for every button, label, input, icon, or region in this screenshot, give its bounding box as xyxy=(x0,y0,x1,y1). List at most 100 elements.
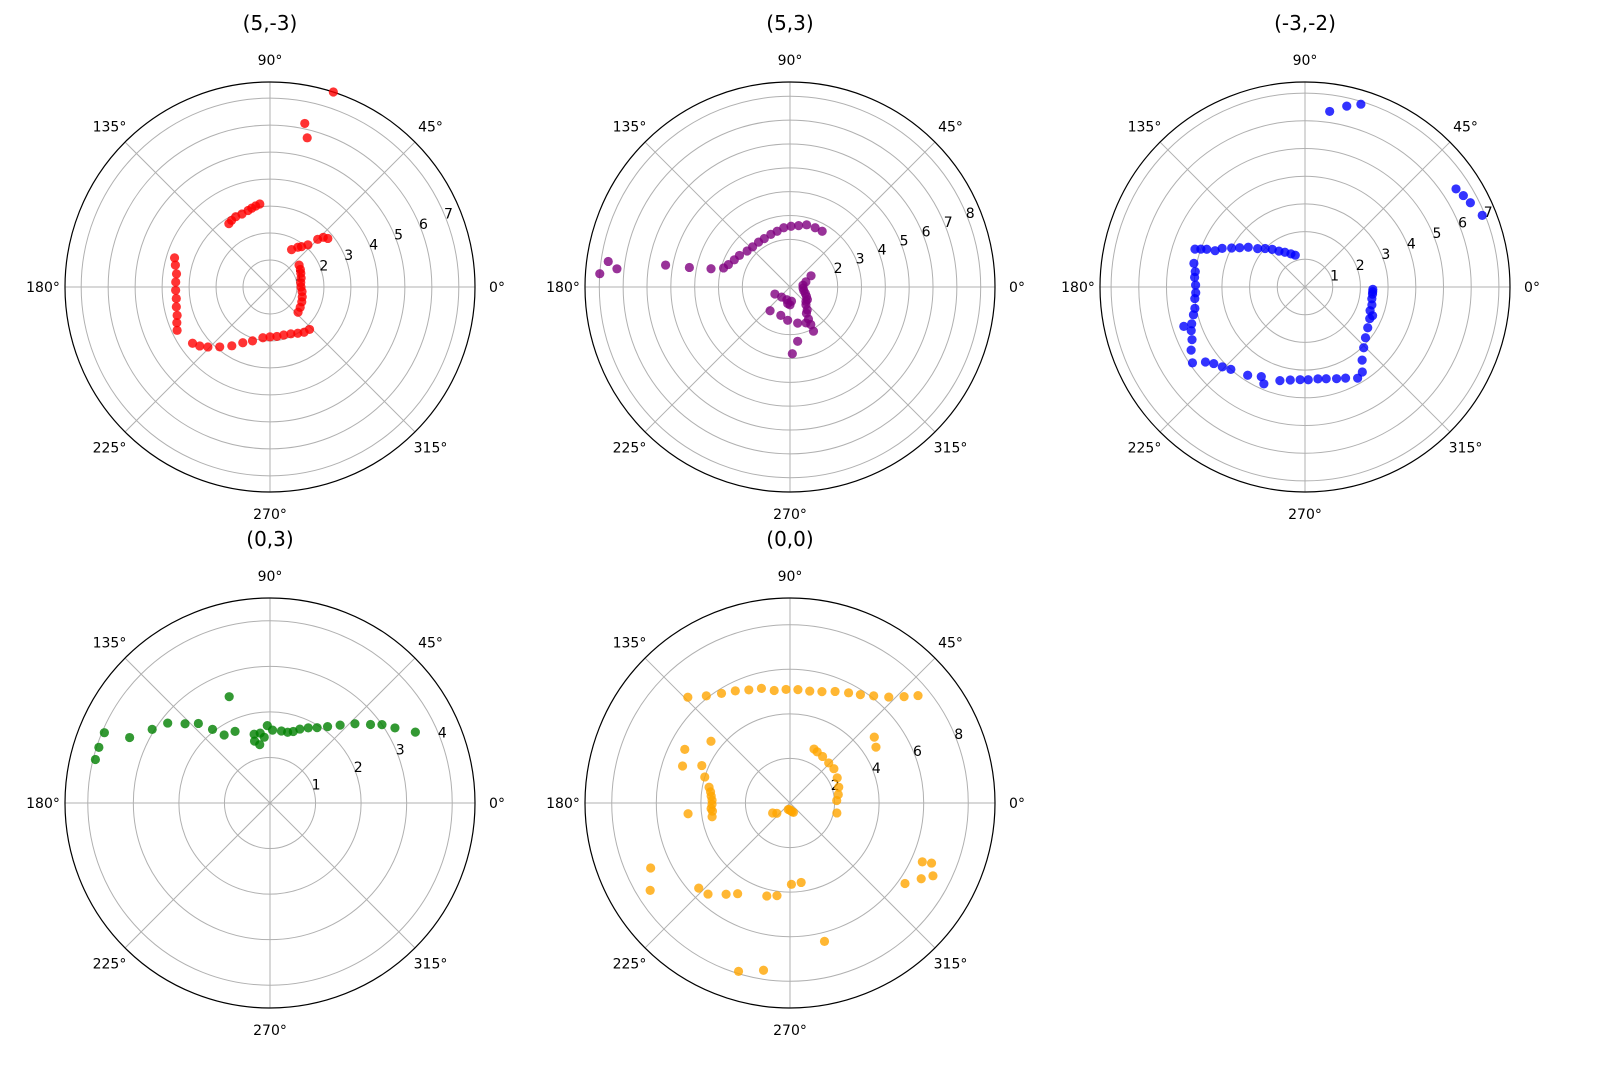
scatter-point xyxy=(832,808,842,818)
scatter-point xyxy=(783,315,793,325)
scatter-point xyxy=(1359,343,1369,353)
scatter-point xyxy=(1256,372,1266,382)
panel-title: (0,0) xyxy=(766,527,813,551)
scatter-point xyxy=(258,333,268,343)
scatter-point xyxy=(172,318,182,328)
scatter-point xyxy=(817,751,828,762)
scatter-point xyxy=(1188,310,1199,320)
scatter-point xyxy=(247,336,258,346)
scatter-series xyxy=(90,692,420,765)
scatter-point xyxy=(721,889,731,899)
scatter-point xyxy=(350,719,360,729)
scatter-point xyxy=(786,221,796,231)
scatter-point xyxy=(770,289,780,299)
scatter-point xyxy=(1458,190,1468,201)
angle-tick-label: 135° xyxy=(93,635,127,651)
panel-title: (-3,-2) xyxy=(1274,11,1336,35)
scatter-point xyxy=(1200,357,1211,367)
scatter-point xyxy=(759,233,769,244)
scatter-point xyxy=(707,812,717,822)
scatter-series xyxy=(645,683,938,976)
angular-gridline xyxy=(1159,141,1306,288)
scatter-point xyxy=(147,724,157,734)
scatter-point xyxy=(304,324,315,335)
angle-tick-label: 180° xyxy=(26,796,60,812)
angle-tick-label: 0° xyxy=(1524,280,1540,296)
angular-gridline xyxy=(789,802,936,949)
scatter-point xyxy=(322,721,333,732)
scatter-point xyxy=(716,688,727,698)
panel-title: (0,3) xyxy=(246,527,293,551)
radial-tick-label: 2 xyxy=(319,258,328,274)
angle-tick-label: 180° xyxy=(546,796,580,812)
polar-frame xyxy=(64,81,476,493)
scatter-point xyxy=(706,264,716,274)
scatter-point xyxy=(1217,243,1227,253)
radial-tick-label: 1 xyxy=(1330,268,1339,284)
radial-tick-label: 4 xyxy=(878,243,887,259)
scatter-point xyxy=(293,307,303,317)
scatter-point xyxy=(1186,345,1196,355)
polar-frame xyxy=(64,597,476,1009)
scatter-point xyxy=(1187,319,1197,329)
scatter-point xyxy=(172,310,182,320)
angle-tick-label: 315° xyxy=(414,441,448,457)
angular-gridline xyxy=(644,141,791,288)
angle-tick-label: 90° xyxy=(778,53,803,69)
scatter-point xyxy=(1243,242,1253,252)
scatter-point xyxy=(1321,374,1331,384)
scatter-point xyxy=(916,874,926,884)
scatter-point xyxy=(1209,358,1219,369)
scatter-point xyxy=(1226,364,1236,374)
scatter-point xyxy=(843,688,854,698)
scatter-point xyxy=(762,891,772,901)
angle-tick-label: 180° xyxy=(26,280,60,296)
scatter-point xyxy=(365,719,376,730)
scatter-point xyxy=(303,240,313,250)
scatter-point xyxy=(187,338,198,348)
scatter-point xyxy=(1217,362,1227,372)
angle-tick-label: 270° xyxy=(253,1023,287,1039)
radial-tick-label: 2 xyxy=(834,261,843,277)
scatter-point xyxy=(683,809,693,819)
scatter-point xyxy=(172,325,182,335)
scatter-point xyxy=(855,690,865,700)
scatter-point xyxy=(1243,370,1253,380)
radial-tick-label: 4 xyxy=(438,725,447,741)
angle-tick-label: 180° xyxy=(1061,280,1095,296)
scatter-point xyxy=(834,782,844,792)
scatter-point xyxy=(390,723,400,733)
scatter-point xyxy=(203,342,213,352)
angle-tick-label: 90° xyxy=(258,53,283,69)
angle-tick-label: 315° xyxy=(1449,441,1483,457)
scatter-point xyxy=(684,262,694,273)
scatter-point xyxy=(756,683,767,694)
scatter-point xyxy=(230,726,240,736)
scatter-point xyxy=(1295,375,1305,385)
angular-gridline xyxy=(644,657,791,804)
scatter-point xyxy=(170,260,180,270)
scatter-point xyxy=(99,728,109,738)
scatter-point xyxy=(171,293,181,304)
scatter-point xyxy=(779,223,789,233)
scatter-point xyxy=(808,326,819,336)
scatter-point xyxy=(1190,272,1200,282)
angular-gridline xyxy=(269,286,416,433)
angle-tick-label: 45° xyxy=(938,119,963,135)
scatter-point xyxy=(267,725,278,735)
radial-tick-label: 5 xyxy=(394,227,403,243)
scatter-point xyxy=(796,877,806,888)
scatter-point xyxy=(1342,101,1352,111)
angular-gridline xyxy=(1304,141,1451,288)
angle-tick-label: 0° xyxy=(1009,796,1025,812)
angle-tick-label: 225° xyxy=(613,957,647,973)
angle-tick-label: 45° xyxy=(418,635,443,651)
scatter-point xyxy=(125,732,135,743)
scatter-point xyxy=(697,760,707,771)
scatter-point xyxy=(817,226,827,236)
scatter-point xyxy=(733,966,744,976)
scatter-point xyxy=(265,332,275,342)
angle-tick-label: 45° xyxy=(938,635,963,651)
angle-tick-label: 225° xyxy=(93,957,127,973)
polar-frame xyxy=(1099,81,1511,493)
